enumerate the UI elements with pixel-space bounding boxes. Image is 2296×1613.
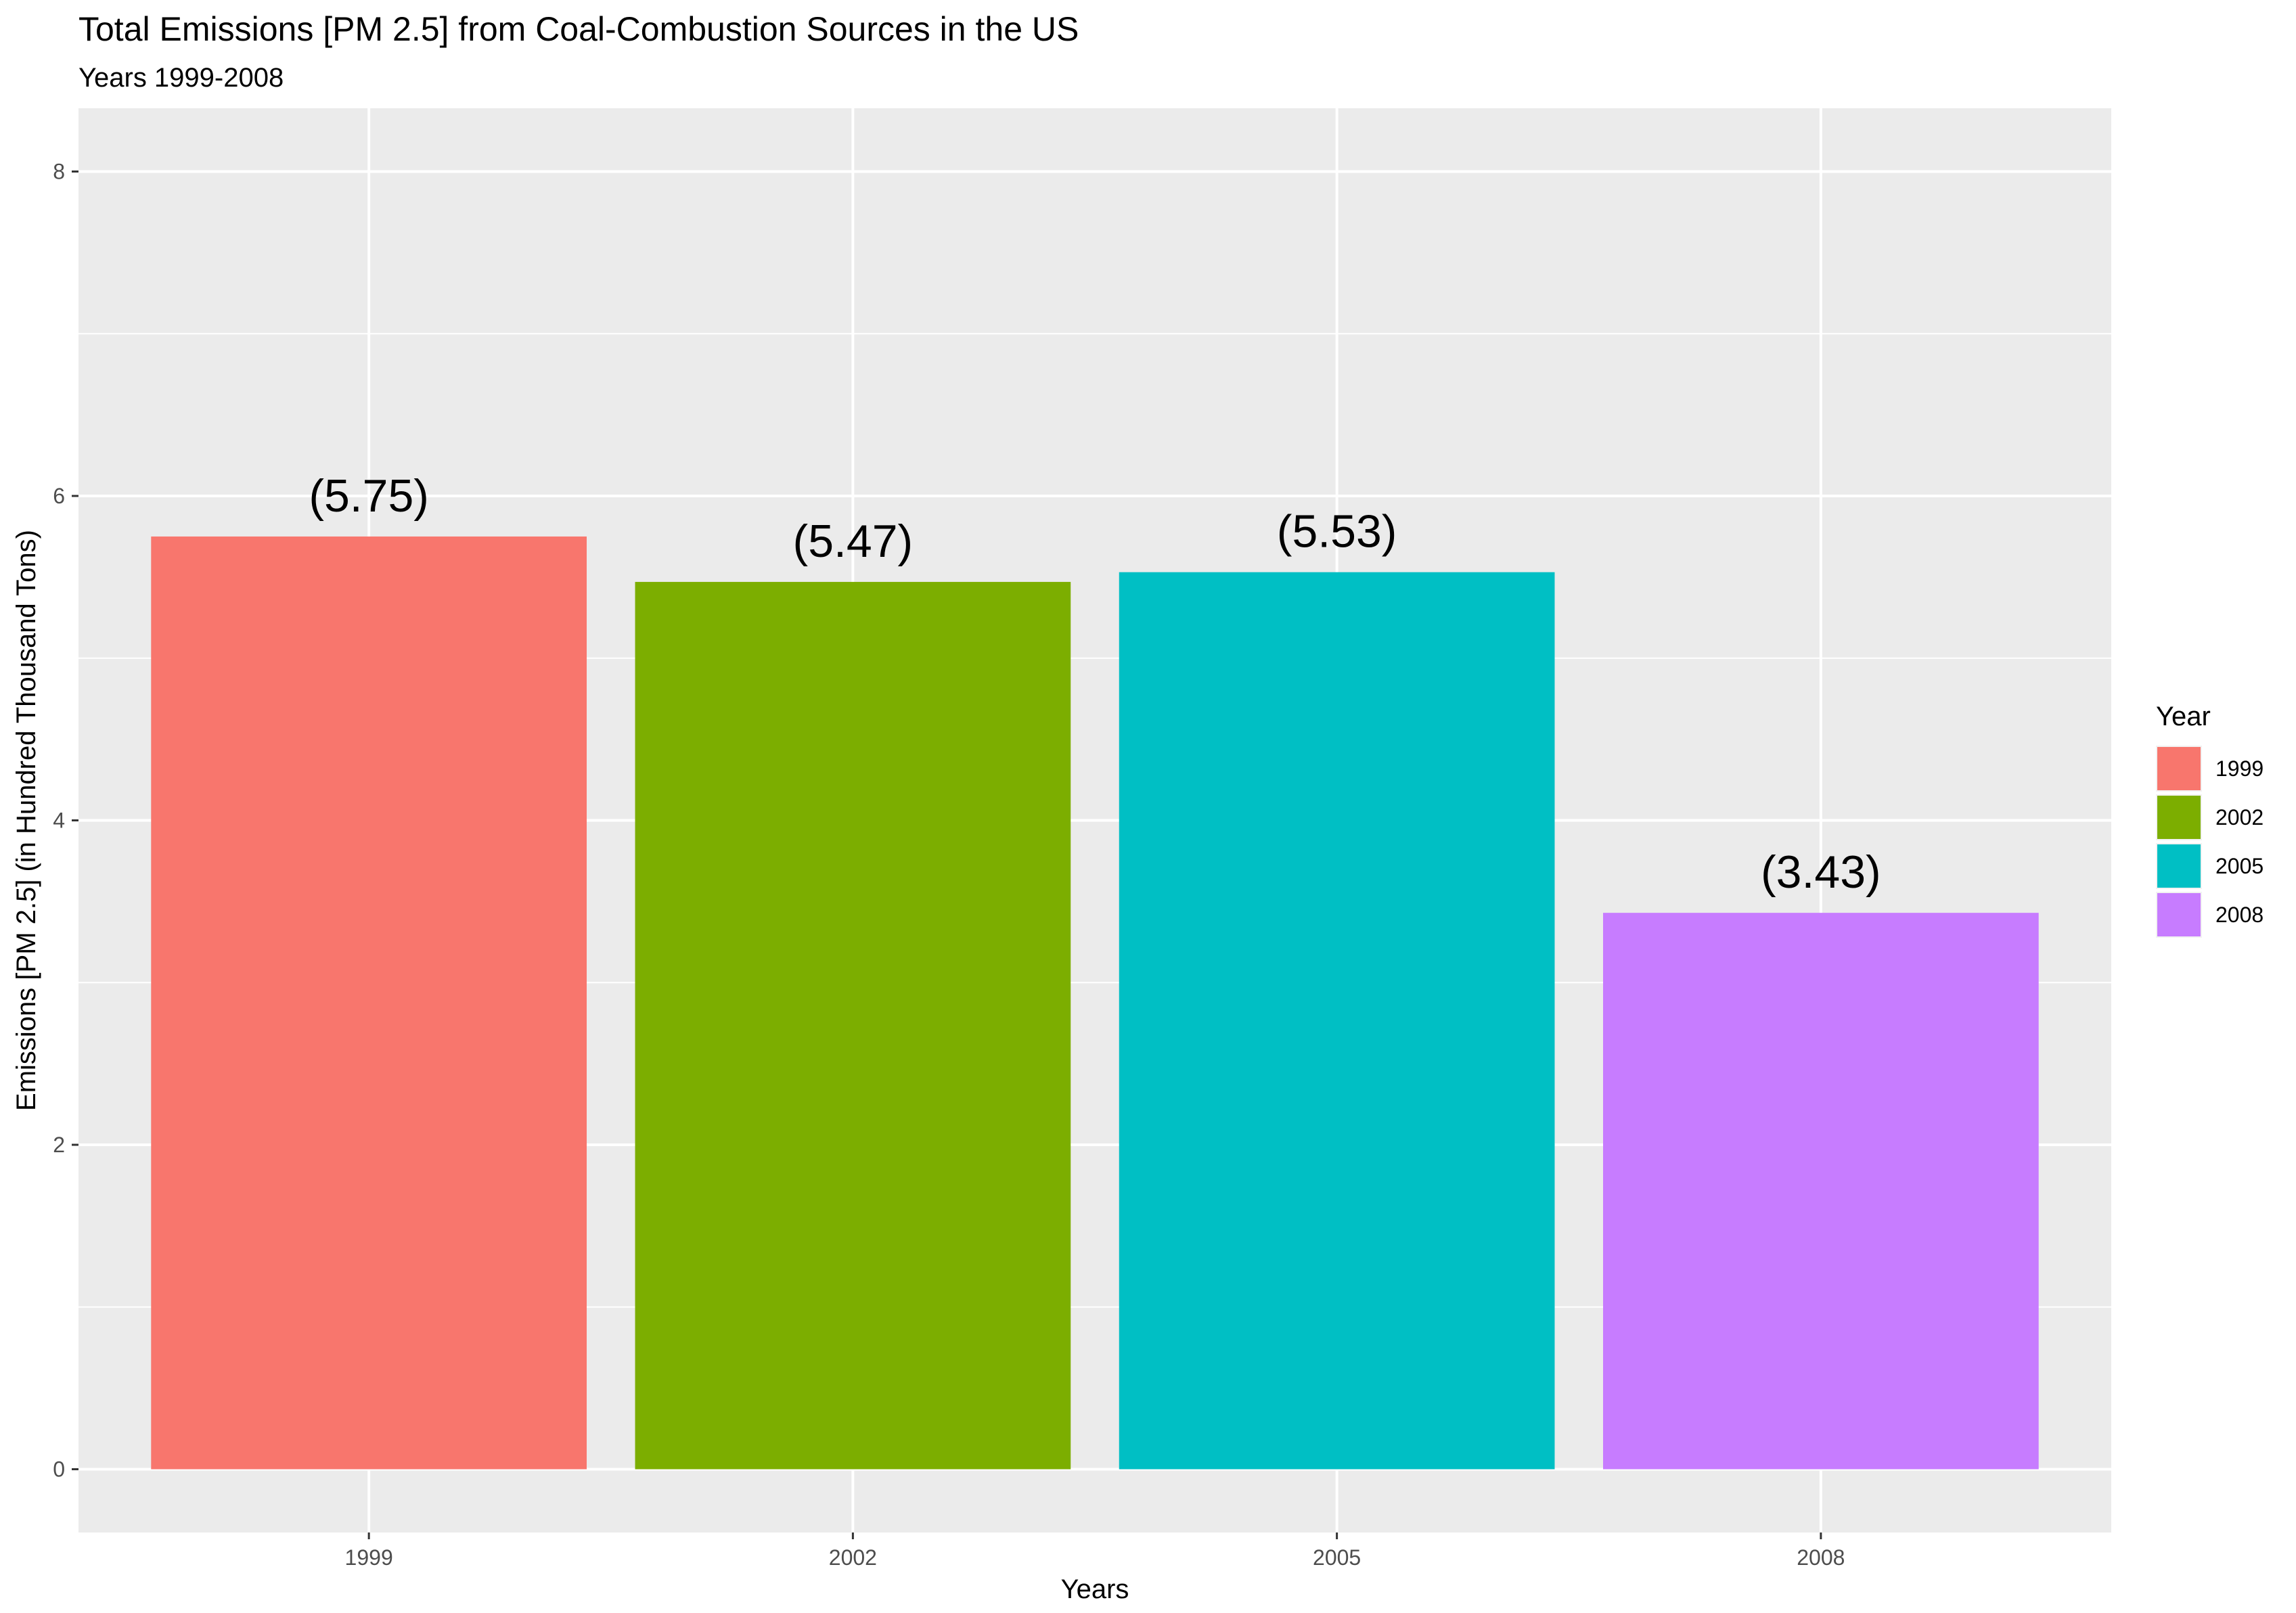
x-axis: 1999 2002 2005 2008: [345, 1532, 1845, 1570]
legend-label-2008: 2008: [2215, 903, 2264, 927]
legend-label-1999: 1999: [2215, 756, 2264, 781]
legend-title: Year: [2156, 702, 2211, 731]
data-labels: (5.75) (5.47) (5.53) (3.43): [309, 470, 1881, 898]
x-tick-label: 1999: [345, 1545, 393, 1570]
y-tick-label: 0: [53, 1457, 65, 1481]
y-tick-label: 2: [53, 1133, 65, 1157]
legend-swatch-2005: [2157, 844, 2201, 888]
data-label-2008: (3.43): [1761, 846, 1881, 898]
y-tick-label: 4: [53, 809, 65, 833]
data-label-2005: (5.53): [1277, 506, 1397, 558]
legend-label-2002: 2002: [2215, 805, 2264, 830]
data-label-2002: (5.47): [793, 516, 914, 567]
chart-title: Total Emissions [PM 2.5] from Coal-Combu…: [78, 10, 1079, 48]
data-label-1999: (5.75): [309, 470, 429, 522]
bar-2002: [635, 582, 1071, 1470]
legend-label-2005: 2005: [2215, 854, 2264, 878]
legend-swatch-2008: [2157, 893, 2201, 936]
x-tick-label: 2008: [1797, 1545, 1845, 1570]
y-axis: 0 2 4 6 8: [53, 160, 78, 1481]
legend-swatch-1999: [2157, 747, 2201, 790]
bar-2005: [1119, 572, 1555, 1470]
x-tick-label: 2002: [829, 1545, 877, 1570]
bars: [151, 536, 2039, 1470]
legend: Year 1999 2002 2005 2008: [2156, 702, 2264, 938]
bar-2008: [1603, 913, 2039, 1470]
x-axis-title: Years: [1061, 1574, 1129, 1604]
legend-swatch-2002: [2157, 796, 2201, 839]
y-axis-title: Emissions [PM 2.5] (in Hundred Thousand …: [12, 530, 41, 1111]
y-tick-label: 8: [53, 160, 65, 184]
y-tick-label: 6: [53, 484, 65, 508]
x-tick-label: 2005: [1313, 1545, 1361, 1570]
chart-subtitle: Years 1999-2008: [78, 63, 284, 93]
bar-1999: [151, 536, 587, 1470]
